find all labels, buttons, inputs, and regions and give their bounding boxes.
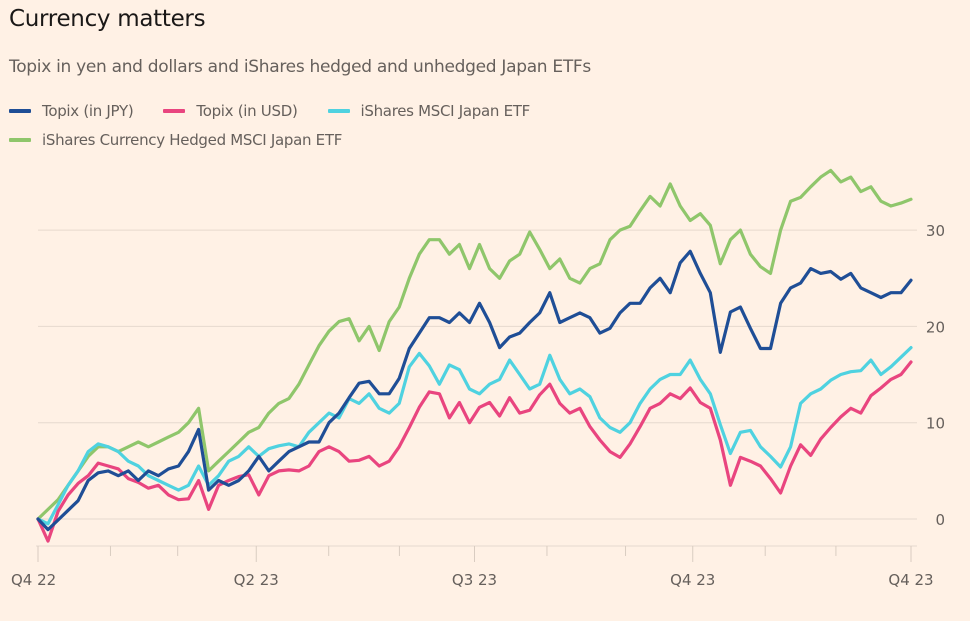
legend-item: Topix (in USD) (163, 100, 298, 122)
chart-subtitle: Topix in yen and dollars and iShares hed… (9, 57, 591, 77)
legend: Topix (in JPY) Topix (in USD) iShares MSCI… (9, 99, 709, 157)
legend-label: iShares Currency Hedged MSCI Japan ETF (42, 131, 343, 149)
legend-swatch (9, 138, 31, 142)
series-line-ishares-msci-japan-etf (36, 346, 913, 526)
legend-label: Topix (in USD) (196, 102, 298, 120)
legend-item: iShares MSCI Japan ETF (327, 100, 531, 122)
legend-item: Topix (in JPY) (9, 100, 134, 122)
x-tick-label: Q2 23 (234, 571, 279, 589)
series-line-topix-in-jpy- (36, 249, 913, 532)
legend-swatch (9, 109, 31, 113)
y-tick-label: 10 (926, 415, 945, 433)
legend-swatch (163, 109, 186, 113)
y-tick-label: 20 (926, 318, 945, 336)
chart-title: Currency matters (9, 6, 206, 32)
legend-swatch (327, 109, 350, 113)
series-line-ishares-currency-hedged-msci-japan-etf (36, 168, 913, 521)
series-line-topix-in-usd- (36, 360, 913, 543)
legend-label: iShares MSCI Japan ETF (360, 102, 531, 120)
y-tick-label: 0 (935, 511, 945, 529)
y-tick-label: 30 (926, 222, 945, 240)
legend-label: Topix (in JPY) (42, 102, 134, 120)
x-tick-label: Q3 23 (452, 571, 497, 589)
x-tick-label: Q4 23 (888, 571, 933, 589)
x-tick-label: Q4 22 (11, 571, 56, 589)
x-tick-label: Q4 23 (670, 571, 715, 589)
legend-item: iShares Currency Hedged MSCI Japan ETF (9, 129, 342, 151)
